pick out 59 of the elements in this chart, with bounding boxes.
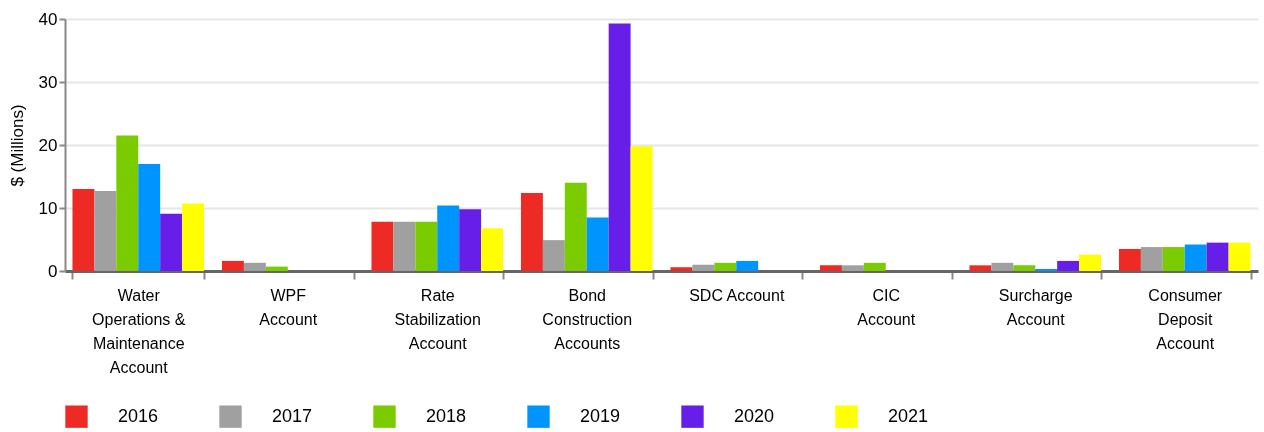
bar [1057, 260, 1080, 271]
bar [221, 260, 244, 271]
x-tick-label: Bond Construction Accounts [542, 286, 633, 352]
bar [670, 267, 693, 271]
legend-label: 2021 [888, 405, 929, 426]
bar [371, 221, 394, 271]
legend-label: 2019 [580, 405, 621, 426]
bar [692, 264, 715, 271]
bar [160, 213, 183, 271]
bar [969, 265, 992, 271]
bar [94, 190, 117, 271]
bar [243, 262, 266, 271]
legend-label: 2018 [426, 405, 467, 426]
y-tick-label: 30 [38, 72, 58, 92]
bar [991, 262, 1014, 271]
bar [459, 209, 482, 271]
bar [841, 265, 864, 271]
bar [520, 192, 543, 271]
bar [182, 203, 205, 271]
bar [1162, 247, 1185, 271]
bar [542, 240, 565, 271]
legend-label: 2017 [272, 405, 313, 426]
bar [1013, 265, 1036, 271]
x-tick-label: WPF Account [259, 286, 318, 328]
x-tick-label: SDC Account [689, 286, 785, 304]
bar [1140, 247, 1163, 271]
bar [116, 135, 139, 271]
x-tick-label: Rate Stabilization Account [394, 286, 481, 352]
bar [630, 146, 653, 271]
legend-label: 2016 [118, 405, 159, 426]
y-tick-label: 10 [38, 198, 58, 218]
bar [608, 23, 631, 271]
bar [1079, 254, 1102, 271]
bar [863, 262, 886, 271]
bar [415, 221, 438, 271]
bar [138, 163, 161, 271]
legend-label: 2020 [734, 405, 775, 426]
bar [586, 217, 609, 271]
x-tick-label: Water Operations & Maintenance Account [92, 286, 186, 376]
x-tick-label: Surcharge Account [998, 286, 1073, 328]
y-tick-label: 0 [48, 261, 58, 281]
bar [1228, 242, 1251, 271]
y-tick-label: 40 [38, 9, 58, 29]
bar [481, 228, 504, 271]
bar [72, 189, 95, 271]
bar [1206, 242, 1229, 271]
x-tick-label: Consumer Deposit Account [1148, 286, 1223, 352]
bar [265, 266, 288, 271]
bar [1118, 248, 1141, 271]
y-tick-label: 20 [38, 135, 58, 155]
x-tick-label: CIC Account [857, 286, 916, 328]
bar [564, 182, 587, 271]
bar [437, 205, 460, 271]
y-axis-title: $ (Millions) [7, 104, 27, 187]
bar [736, 260, 759, 271]
bar [393, 221, 416, 271]
bar [714, 262, 737, 271]
bar [819, 265, 842, 271]
bar [1184, 244, 1207, 271]
